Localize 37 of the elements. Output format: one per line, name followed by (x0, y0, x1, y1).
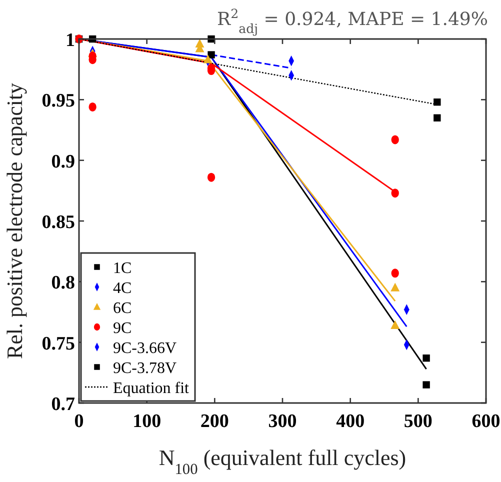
point (422, 381, 430, 388)
point (434, 98, 441, 106)
x-tick-label: 500 (404, 411, 432, 432)
y-tick-label: 0.85 (42, 212, 75, 233)
point (391, 268, 399, 278)
legend-label: 4C (113, 280, 132, 297)
x-tick-label: 400 (336, 411, 365, 432)
x-tick-label: 300 (268, 411, 297, 432)
point (207, 172, 216, 182)
x-tick-label: 600 (472, 411, 500, 432)
point (88, 102, 96, 112)
x-tick-label: 0 (74, 411, 84, 432)
y-axis-title: Rel. positive electrode capacity (2, 82, 27, 360)
point (391, 188, 399, 198)
legend-label: 1C (113, 260, 132, 277)
y-tick-label: 0.95 (42, 90, 75, 112)
chart-title: R$^{2}$$_{adj}$ = 0.924, MAPE = 1.49% (217, 6, 488, 36)
point (203, 54, 212, 64)
legend-label: 9C (113, 320, 132, 337)
point (390, 282, 400, 292)
point (208, 51, 215, 58)
legend-label: 6C (113, 300, 132, 317)
point (390, 320, 400, 329)
y-tick-label: 0.75 (42, 333, 75, 354)
point (434, 114, 441, 122)
x-axis-title: N$_{100}$ (equivalent full cycles) (158, 445, 406, 478)
y-tick-label: 1 (66, 30, 75, 51)
y-tick-label: 0.9 (51, 151, 75, 172)
x-tick-label: 100 (132, 411, 162, 432)
y-tick-label: 0.7 (51, 394, 76, 415)
point (391, 135, 399, 144)
point (422, 354, 430, 362)
legend-label: Equation fit (113, 380, 190, 397)
legend-label: 9C-3.66V (113, 340, 177, 357)
x-tick-label: 200 (200, 411, 229, 432)
legend-label: 9C-3.78V (113, 360, 177, 377)
y-tick-label: 0.8 (51, 272, 75, 294)
